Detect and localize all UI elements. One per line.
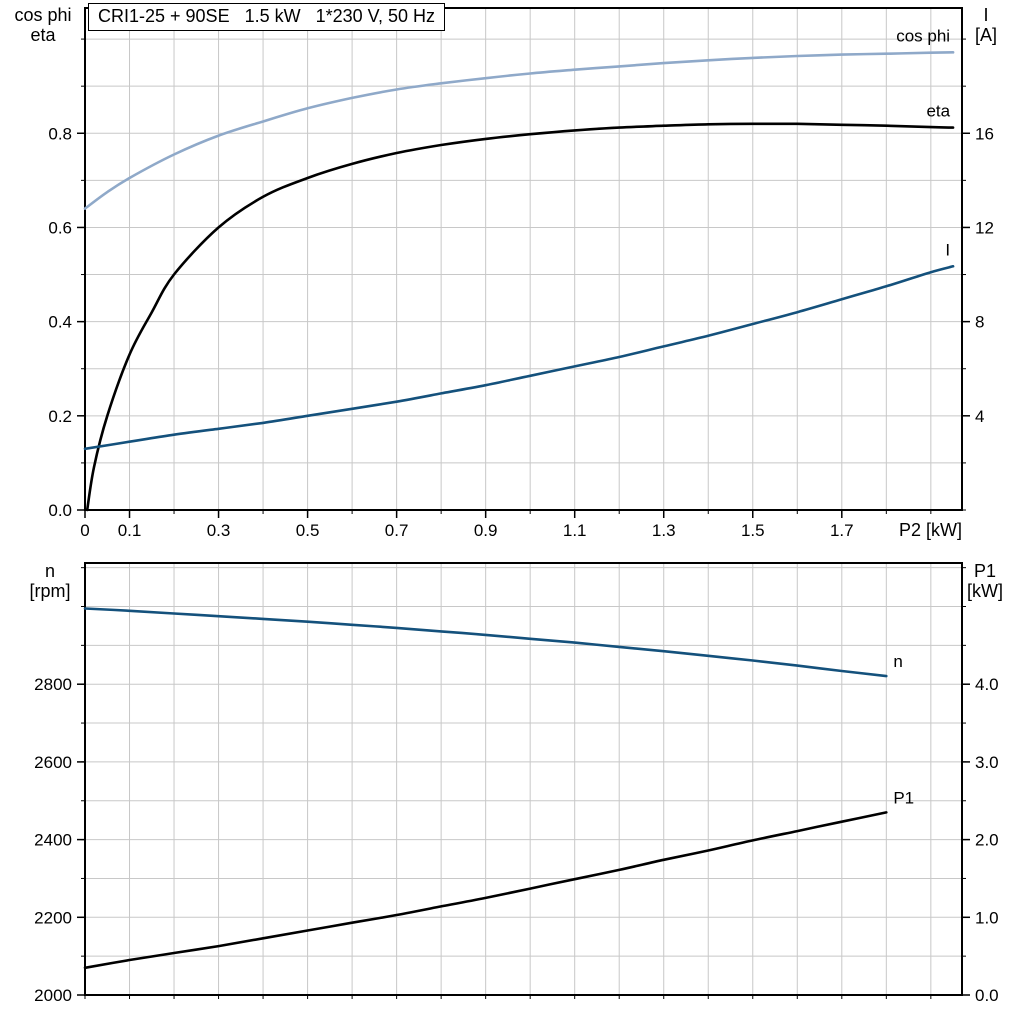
series-label-n: n bbox=[893, 652, 902, 671]
x-tick-label: 0.9 bbox=[474, 521, 498, 540]
chart-title: CRI1-25 + 90SE 1.5 kW 1*230 V, 50 Hz bbox=[88, 3, 446, 31]
left-tick-label: 0.4 bbox=[48, 313, 72, 332]
top-chart-left-axis-title: cos phi eta bbox=[2, 5, 84, 45]
x-axis-title: P2 [kW] bbox=[898, 520, 962, 540]
left-tick-label: 2000 bbox=[34, 986, 72, 1005]
right-tick-label: 1.0 bbox=[975, 908, 999, 927]
top-chart-right-axis-title: I [A] bbox=[960, 5, 1012, 45]
axis-title-line-speed: n bbox=[44, 561, 55, 581]
right-tick-label: 4.0 bbox=[975, 675, 999, 694]
x-tick-label: 1.5 bbox=[741, 521, 765, 540]
series-n bbox=[83, 607, 888, 678]
series-p1 bbox=[83, 811, 888, 970]
bottom-chart-right-axis-title: P1 [kW] bbox=[956, 561, 1014, 601]
bottom-chart-left-axis-title: n [rpm] bbox=[18, 561, 82, 601]
x-tick-label: 1.7 bbox=[830, 521, 854, 540]
right-tick-label: 4 bbox=[975, 407, 984, 426]
right-tick-label: 16 bbox=[975, 124, 994, 143]
series-label-eta: eta bbox=[926, 102, 950, 121]
right-tick-label: 8 bbox=[975, 313, 984, 332]
x-tick-label: 0.3 bbox=[207, 521, 231, 540]
right-tick-label: 0.0 bbox=[975, 986, 999, 1005]
left-tick-label: 2400 bbox=[34, 831, 72, 850]
axis-title-line-eta: eta bbox=[30, 25, 56, 45]
axis-title-line-rpm-unit: [rpm] bbox=[29, 581, 71, 601]
x-tick-label: 0.7 bbox=[385, 521, 409, 540]
left-tick-label: 0.2 bbox=[48, 407, 72, 426]
axis-title-line-ampere-unit: [A] bbox=[974, 25, 997, 45]
axis-title-line-cos-phi: cos phi bbox=[14, 5, 72, 25]
x-tick-label: 1.3 bbox=[652, 521, 676, 540]
right-tick-label: 3.0 bbox=[975, 753, 999, 772]
left-tick-label: 0.8 bbox=[48, 124, 72, 143]
left-tick-label: 2800 bbox=[34, 675, 72, 694]
left-tick-label: 0.0 bbox=[48, 501, 72, 520]
series-label-cos-phi: cos phi bbox=[896, 26, 950, 45]
series-i bbox=[83, 265, 955, 451]
x-tick-label: 0.5 bbox=[296, 521, 320, 540]
series-eta bbox=[85, 122, 955, 512]
plot-frame bbox=[84, 562, 963, 996]
right-tick-label: 2.0 bbox=[975, 831, 999, 850]
right-tick-label: 12 bbox=[975, 218, 994, 237]
axis-title-line-p1: P1 bbox=[973, 561, 997, 581]
series-label-i: I bbox=[945, 240, 950, 259]
x-tick-label: 0 bbox=[80, 521, 89, 540]
axis-title-line-current: I bbox=[983, 5, 989, 25]
x-tick-label: 1.1 bbox=[563, 521, 587, 540]
plot-frame bbox=[84, 7, 963, 511]
left-tick-label: 0.6 bbox=[48, 218, 72, 237]
series-label-p1: P1 bbox=[893, 788, 914, 807]
axis-title-line-kw-unit: [kW] bbox=[967, 581, 1003, 601]
left-tick-label: 2200 bbox=[34, 908, 72, 927]
series-cos-phi bbox=[83, 51, 955, 210]
x-tick-label: 0.1 bbox=[118, 521, 142, 540]
left-tick-label: 2600 bbox=[34, 753, 72, 772]
